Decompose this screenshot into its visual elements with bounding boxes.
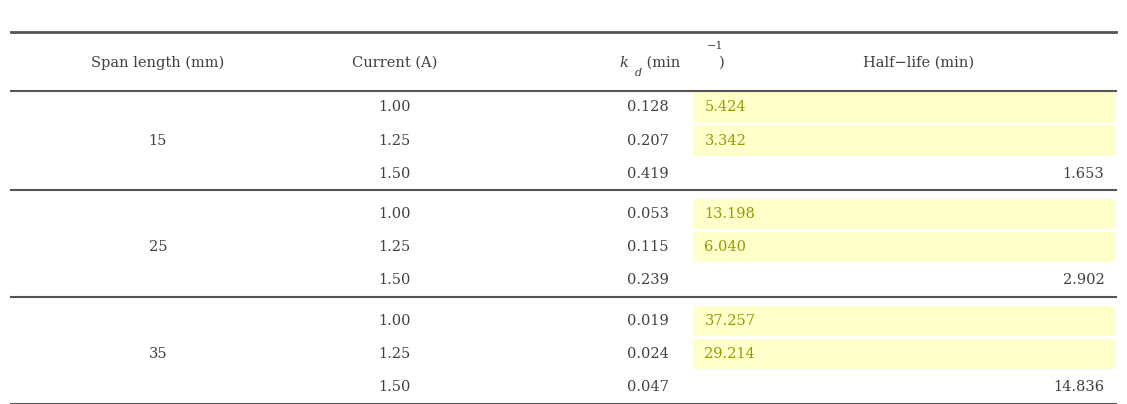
Text: 15: 15: [149, 134, 167, 147]
Text: 13.198: 13.198: [704, 207, 755, 221]
Text: 0.047: 0.047: [627, 380, 669, 394]
Text: 5.424: 5.424: [704, 101, 746, 114]
Text: 0.053: 0.053: [627, 207, 669, 221]
Text: 35: 35: [149, 347, 167, 361]
Text: 1.00: 1.00: [379, 101, 410, 114]
FancyBboxPatch shape: [693, 125, 1116, 156]
Text: k: k: [620, 56, 629, 69]
FancyBboxPatch shape: [693, 339, 1116, 369]
Text: 0.207: 0.207: [627, 134, 669, 147]
Text: 1.50: 1.50: [379, 167, 410, 181]
Text: 3.342: 3.342: [704, 134, 746, 147]
Text: Half−life (min): Half−life (min): [863, 56, 974, 69]
Text: (min: (min: [642, 56, 681, 69]
FancyBboxPatch shape: [693, 92, 1116, 123]
Text: 1.50: 1.50: [379, 274, 410, 287]
FancyBboxPatch shape: [693, 232, 1116, 263]
Text: 1.25: 1.25: [379, 347, 410, 361]
FancyBboxPatch shape: [693, 199, 1116, 229]
Text: 25: 25: [149, 240, 167, 254]
Text: 0.115: 0.115: [628, 240, 668, 254]
Text: 1.00: 1.00: [379, 207, 410, 221]
Text: ): ): [719, 56, 725, 69]
Text: 1.25: 1.25: [379, 240, 410, 254]
Text: 1.00: 1.00: [379, 314, 410, 328]
Text: 0.239: 0.239: [627, 274, 669, 287]
Text: Span length (mm): Span length (mm): [91, 55, 224, 70]
Text: 0.024: 0.024: [627, 347, 669, 361]
Text: 0.128: 0.128: [627, 101, 669, 114]
Text: 1.50: 1.50: [379, 380, 410, 394]
Text: 0.419: 0.419: [628, 167, 668, 181]
Text: d: d: [635, 68, 641, 78]
Text: 14.836: 14.836: [1054, 380, 1104, 394]
Text: 1.653: 1.653: [1063, 167, 1104, 181]
FancyBboxPatch shape: [693, 305, 1116, 336]
Text: Current (A): Current (A): [352, 56, 437, 69]
Text: 29.214: 29.214: [704, 347, 755, 361]
Text: −1: −1: [707, 42, 724, 51]
Text: 37.257: 37.257: [704, 314, 755, 328]
Text: 6.040: 6.040: [704, 240, 746, 254]
Text: 0.019: 0.019: [627, 314, 669, 328]
Text: 2.902: 2.902: [1063, 274, 1104, 287]
Text: 1.25: 1.25: [379, 134, 410, 147]
